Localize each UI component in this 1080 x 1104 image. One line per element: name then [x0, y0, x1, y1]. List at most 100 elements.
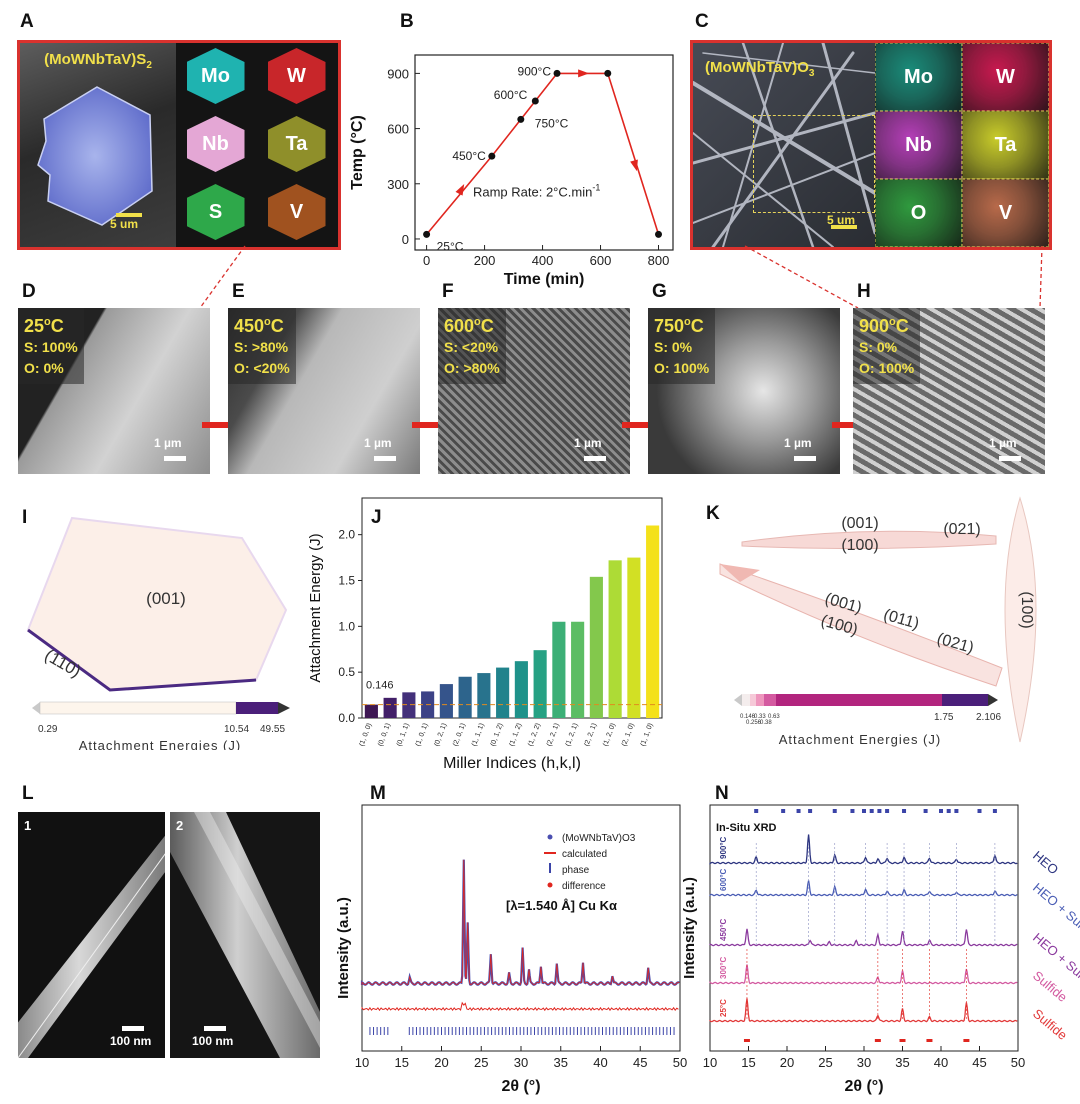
panel-label-d: D [22, 281, 36, 302]
trace-temperature: 450°C [719, 918, 728, 941]
panel-label-c: C [695, 11, 709, 32]
x-axis-label: 2θ (°) [501, 1078, 540, 1095]
calculated-pattern [361, 859, 680, 986]
reference-marker [902, 809, 907, 813]
scale-label: 100 nm [192, 1034, 234, 1048]
legend-entry: calculated [562, 849, 607, 860]
svg-text:1.75: 1.75 [934, 712, 954, 723]
in-situ-xrd-chart: 10 15 20 25 30 35 40 45 50 2θ (°) Intensity (a.u.)… [681, 804, 1080, 1095]
svg-text:2.106: 2.106 [976, 712, 1001, 723]
x-tick: 35 [895, 1055, 909, 1070]
x-tick: 35 [554, 1055, 568, 1070]
ramp-rate: Ramp Rate: 2°C.min-1 [473, 183, 600, 200]
element-map-ta: Ta [962, 111, 1049, 179]
data-point [553, 69, 561, 77]
element-map-ta: Ta [257, 111, 336, 177]
temperature-profile-chart: 0 200 400 600 800 0 300 600 900 Time (min) Temp (°… [349, 54, 674, 288]
trace-temperature: 300°C [719, 956, 728, 979]
tem-image-2: 2 100 nm [170, 812, 320, 1058]
scale-bar [831, 225, 857, 229]
data-point [531, 97, 539, 105]
xrd-trace [709, 998, 1018, 1023]
x-tick: 45 [633, 1055, 647, 1070]
x-tick: 45 [972, 1055, 986, 1070]
sem-image-stage: 450oC S: >80% O: <20% 1 µm [228, 308, 420, 474]
element-map-w: W [257, 43, 336, 109]
x-tick: (0, 1, 2) [490, 722, 505, 747]
panel-label-g: G [652, 281, 667, 302]
svg-text:0.146: 0.146 [740, 714, 756, 720]
reference-marker [743, 1039, 750, 1042]
radiation-source: [λ=1.540 Å] Cu Kα [506, 898, 617, 913]
attachment-energy-bar-chart: 0.0 0.5 1.0 1.5 2.0 (1, 0, 0) (0, 0, 1) (0, 1, … [307, 497, 663, 772]
bar [477, 673, 491, 718]
x-tick: 15 [741, 1055, 755, 1070]
reference-marker [977, 809, 982, 813]
stage-composition: 750oC S: 0% O: 100% [648, 308, 716, 384]
bar [571, 621, 585, 718]
point-label: 600°C [494, 88, 528, 102]
direction-arrow [578, 69, 590, 78]
reference-marker [874, 1039, 881, 1042]
stage-composition: 900oC S: 0% O: 100% [853, 308, 921, 384]
x-tick: 20 [434, 1055, 448, 1070]
y-tick: 0 [402, 232, 409, 247]
cb-title: Attachment Energies (J) [779, 732, 941, 747]
x-tick: 40 [593, 1055, 607, 1070]
stage-composition: 450oC S: >80% O: <20% [228, 308, 296, 384]
xrd-trace [709, 834, 1018, 865]
y-tick: 0.5 [338, 665, 355, 679]
legend-entry: phase [562, 865, 590, 876]
face-label-001: (001) [146, 589, 186, 608]
sem-image-stage: 900oC S: 0% O: 100% 1 µm [853, 308, 1045, 474]
x-tick: 50 [673, 1055, 687, 1070]
reference-marker [954, 809, 959, 813]
bar [552, 621, 566, 718]
panel-label-k: K [706, 503, 720, 524]
element-map-nb: Nb [875, 111, 962, 179]
trace-name: Sulfide [1030, 1006, 1070, 1043]
chart-title: In-Situ XRD [716, 822, 777, 834]
reference-marker [926, 1039, 933, 1042]
point-label: 450°C [452, 149, 486, 163]
bar [627, 557, 641, 718]
hexagon-flake [37, 86, 153, 226]
reference-label: 0.146 [366, 680, 394, 692]
trace-name: HEO [1030, 848, 1061, 878]
element-map-mo: Mo [176, 43, 255, 109]
reference-marker [877, 809, 882, 813]
reference-marker [923, 809, 928, 813]
panel-a-compound: (MoWNbTaV)S2 [44, 51, 152, 71]
panel-label-e: E [232, 281, 245, 302]
sem-image-stage: 25oC S: 100% O: 0% 1 µm [18, 308, 210, 474]
crystal-shape-i: (001) (110) 0.29 10.54 49.55 Attachment … [26, 516, 290, 750]
xrd-refinement-chart: 10 15 20 25 30 35 40 45 50 2θ (°) Intensity (a.u.)… [335, 804, 687, 1095]
trace-temperature: 25°C [719, 999, 728, 1017]
panel-label-n: N [715, 783, 729, 804]
bar [589, 576, 603, 718]
zoom-region [753, 115, 875, 213]
x-tick: (2, 2, 1) [583, 722, 598, 747]
reference-marker [939, 809, 943, 813]
svg-text:(100): (100) [1018, 591, 1035, 628]
cb-tick: 10.54 [224, 724, 249, 735]
svg-text:0.38: 0.38 [760, 720, 772, 726]
x-axis-label: Time (min) [504, 271, 585, 288]
x-tick: 30 [857, 1055, 871, 1070]
scale-bar [116, 213, 142, 217]
direction-arrow [630, 159, 638, 172]
panel-label-m: M [370, 783, 386, 804]
crystal-shape-k: (001) (021) (100) (001) (011) (100) (021… [719, 496, 1037, 747]
panel-c-eds-map: (MoWNbTaV)O3 5 um Mo W Nb Ta O V [690, 40, 1052, 250]
element-map-w: W [962, 43, 1049, 111]
data-point [604, 69, 612, 77]
bar [383, 697, 397, 718]
reference-marker [992, 809, 997, 813]
scale-label: 1 µm [784, 436, 812, 450]
x-tick: (1, 2, 0) [602, 722, 617, 747]
x-tick: 20 [780, 1055, 794, 1070]
svg-text:0.256: 0.256 [746, 720, 762, 726]
element-map-v: V [257, 179, 336, 245]
x-tick: (1, 1, 2) [508, 722, 523, 747]
y-tick: 1.5 [338, 574, 355, 588]
